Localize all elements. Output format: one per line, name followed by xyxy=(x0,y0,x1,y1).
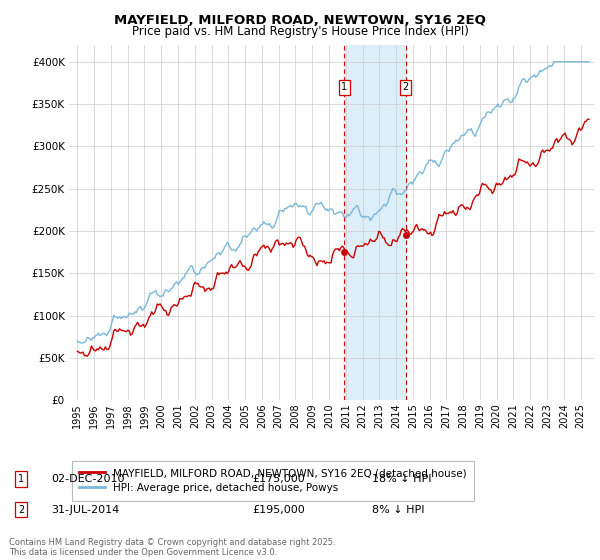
Text: 1: 1 xyxy=(341,82,347,92)
Text: 31-JUL-2014: 31-JUL-2014 xyxy=(51,505,119,515)
Text: £175,000: £175,000 xyxy=(252,474,305,484)
Text: Contains HM Land Registry data © Crown copyright and database right 2025.
This d: Contains HM Land Registry data © Crown c… xyxy=(9,538,335,557)
Text: 02-DEC-2010: 02-DEC-2010 xyxy=(51,474,125,484)
Text: 1: 1 xyxy=(18,474,24,484)
Text: MAYFIELD, MILFORD ROAD, NEWTOWN, SY16 2EQ: MAYFIELD, MILFORD ROAD, NEWTOWN, SY16 2E… xyxy=(114,14,486,27)
Legend: MAYFIELD, MILFORD ROAD, NEWTOWN, SY16 2EQ (detached house), HPI: Average price, : MAYFIELD, MILFORD ROAD, NEWTOWN, SY16 2E… xyxy=(71,461,474,501)
Text: 2: 2 xyxy=(403,82,409,92)
Text: 18% ↓ HPI: 18% ↓ HPI xyxy=(372,474,431,484)
Text: £195,000: £195,000 xyxy=(252,505,305,515)
Text: 8% ↓ HPI: 8% ↓ HPI xyxy=(372,505,425,515)
Text: Price paid vs. HM Land Registry's House Price Index (HPI): Price paid vs. HM Land Registry's House … xyxy=(131,25,469,38)
Bar xyxy=(344,45,406,400)
Text: 2: 2 xyxy=(18,505,24,515)
